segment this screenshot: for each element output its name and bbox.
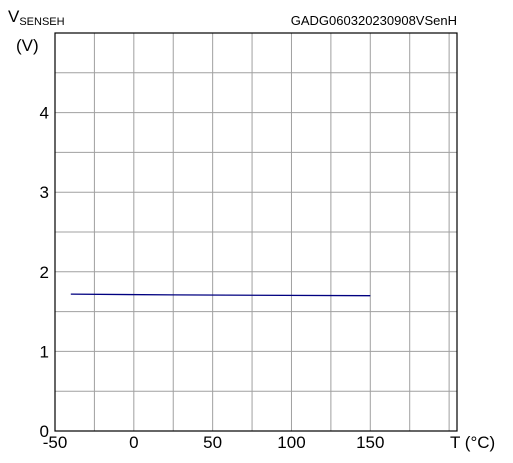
y-tick-label: 0: [40, 422, 49, 441]
x-tick-label: -50: [43, 433, 68, 452]
y-axis-label: VSENSEH: [8, 7, 65, 28]
x-axis-label: T (°C): [450, 433, 495, 452]
x-tick-label: 100: [277, 433, 305, 452]
y-axis-label-sub: SENSEH: [19, 16, 64, 28]
y-axis-label-main: V: [8, 7, 20, 26]
x-tick-label: 150: [356, 433, 384, 452]
figure-code: GADG060320230908VSenH: [291, 13, 457, 28]
y-tick-label: 2: [40, 263, 49, 282]
y-tick-label: 4: [40, 104, 49, 123]
y-tick-label: 3: [40, 183, 49, 202]
series-line: [70, 293, 371, 297]
grid: [55, 33, 457, 431]
series-group: [70, 293, 371, 297]
y-axis-unit: (V): [16, 36, 39, 55]
y-tick-label: 1: [40, 342, 49, 361]
x-tick-label: 50: [203, 433, 222, 452]
plot-frame: [54, 32, 458, 432]
x-tick-label: 0: [129, 433, 138, 452]
